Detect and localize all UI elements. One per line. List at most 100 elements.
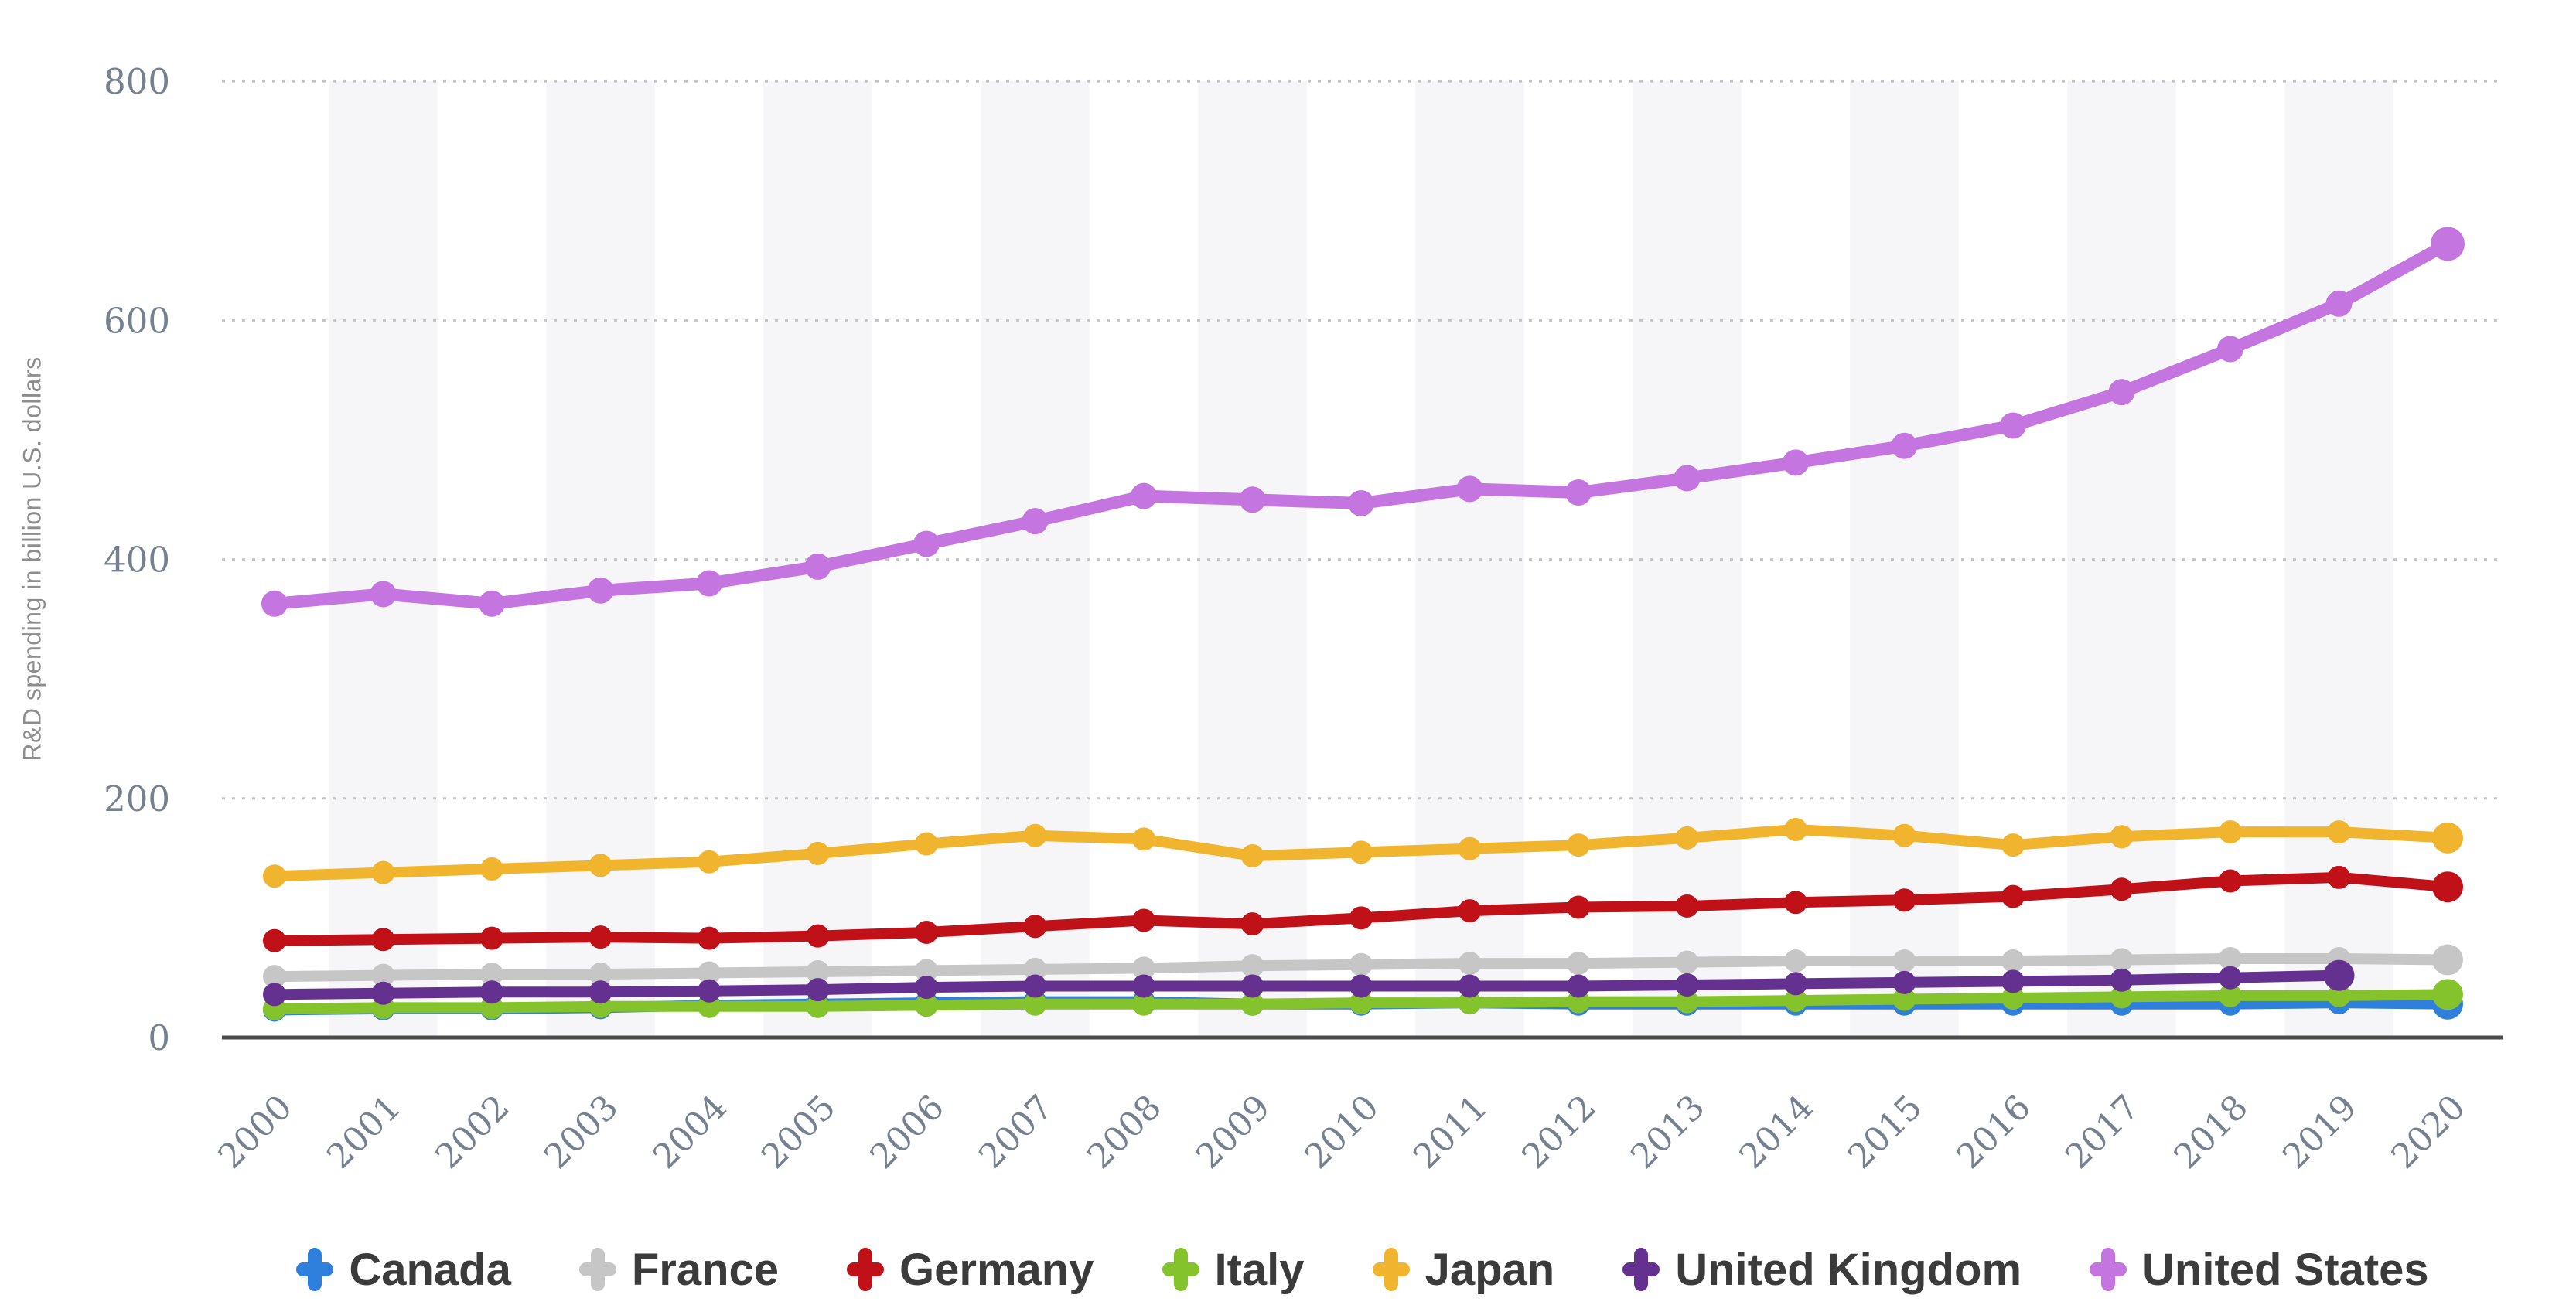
data-point[interactable] xyxy=(1349,991,1373,1015)
data-point[interactable] xyxy=(370,581,397,608)
data-point[interactable] xyxy=(263,965,286,989)
data-point[interactable] xyxy=(1240,844,1264,868)
data-point[interactable] xyxy=(1567,974,1590,998)
data-point[interactable] xyxy=(1240,912,1264,936)
data-point[interactable] xyxy=(806,978,830,1002)
data-point[interactable] xyxy=(589,854,612,877)
data-point[interactable] xyxy=(1023,823,1047,847)
data-point[interactable] xyxy=(2001,949,2025,973)
data-point[interactable] xyxy=(804,553,831,580)
data-point[interactable] xyxy=(2108,379,2135,406)
data-point[interactable] xyxy=(806,959,830,983)
data-point[interactable] xyxy=(915,832,938,856)
data-point[interactable] xyxy=(1349,952,1373,976)
data-point[interactable] xyxy=(806,841,830,865)
data-point[interactable] xyxy=(1783,449,1809,476)
data-point[interactable] xyxy=(587,577,614,604)
data-point[interactable] xyxy=(1132,992,1155,1016)
data-point[interactable] xyxy=(1132,908,1155,932)
data-point[interactable] xyxy=(913,530,940,557)
data-point[interactable] xyxy=(1349,974,1373,998)
data-point[interactable] xyxy=(1132,974,1155,998)
data-point[interactable] xyxy=(263,928,286,952)
data-point[interactable] xyxy=(2323,959,2355,991)
data-point[interactable] xyxy=(1565,479,1592,506)
data-point[interactable] xyxy=(2327,865,2351,889)
data-point[interactable] xyxy=(1348,489,1374,516)
data-point[interactable] xyxy=(2110,948,2134,972)
data-point[interactable] xyxy=(2432,944,2463,976)
legend-item-japan[interactable]: Japan xyxy=(1372,1244,1554,1296)
data-point[interactable] xyxy=(1674,465,1701,492)
data-point[interactable] xyxy=(1784,949,1807,973)
data-point[interactable] xyxy=(1892,888,1916,912)
data-point[interactable] xyxy=(2219,869,2242,893)
legend-item-united-kingdom[interactable]: United Kingdom xyxy=(1622,1244,2022,1296)
data-point[interactable] xyxy=(1349,840,1373,864)
data-point[interactable] xyxy=(371,928,395,952)
data-point[interactable] xyxy=(263,983,286,1007)
data-point[interactable] xyxy=(1567,895,1590,919)
data-point[interactable] xyxy=(2432,979,2463,1010)
data-point[interactable] xyxy=(480,857,503,881)
data-point[interactable] xyxy=(263,864,286,888)
legend-item-germany[interactable]: Germany xyxy=(847,1244,1094,1296)
data-point[interactable] xyxy=(1456,475,1483,503)
data-point[interactable] xyxy=(2327,820,2351,844)
data-point[interactable] xyxy=(1675,826,1699,850)
legend-item-france[interactable]: France xyxy=(578,1244,779,1296)
data-point[interactable] xyxy=(2431,227,2465,261)
legend-item-italy[interactable]: Italy xyxy=(1162,1244,1305,1296)
data-point[interactable] xyxy=(1458,991,1482,1015)
data-point[interactable] xyxy=(1240,954,1264,978)
data-point[interactable] xyxy=(1675,990,1699,1014)
data-point[interactable] xyxy=(480,963,503,986)
data-point[interactable] xyxy=(1892,987,1916,1011)
data-point[interactable] xyxy=(2110,985,2134,1009)
data-point[interactable] xyxy=(1131,482,1157,509)
data-point[interactable] xyxy=(479,590,505,617)
data-point[interactable] xyxy=(589,963,612,986)
data-point[interactable] xyxy=(1892,970,1916,994)
data-point[interactable] xyxy=(2219,820,2242,844)
data-point[interactable] xyxy=(589,980,612,1004)
data-point[interactable] xyxy=(2219,966,2242,990)
data-point[interactable] xyxy=(480,926,503,950)
data-point[interactable] xyxy=(1023,974,1047,998)
data-point[interactable] xyxy=(371,981,395,1005)
data-point[interactable] xyxy=(2327,983,2351,1007)
data-point[interactable] xyxy=(698,850,721,874)
data-point[interactable] xyxy=(1567,833,1590,857)
data-point[interactable] xyxy=(698,961,721,985)
data-point[interactable] xyxy=(1349,906,1373,930)
data-point[interactable] xyxy=(2325,290,2353,317)
data-point[interactable] xyxy=(1675,894,1699,918)
data-point[interactable] xyxy=(1784,891,1807,915)
data-point[interactable] xyxy=(2432,871,2463,903)
legend-item-canada[interactable]: Canada xyxy=(296,1244,511,1296)
data-point[interactable] xyxy=(1458,899,1482,923)
data-point[interactable] xyxy=(1892,949,1916,973)
data-point[interactable] xyxy=(1132,827,1155,851)
data-point[interactable] xyxy=(1892,823,1916,847)
data-point[interactable] xyxy=(1458,836,1482,860)
data-point[interactable] xyxy=(1675,973,1699,997)
data-point[interactable] xyxy=(1132,956,1155,980)
data-point[interactable] xyxy=(2110,877,2134,901)
data-point[interactable] xyxy=(1784,817,1807,841)
data-point[interactable] xyxy=(2217,336,2243,363)
data-point[interactable] xyxy=(1784,989,1807,1013)
data-point[interactable] xyxy=(1458,952,1482,976)
legend-item-united-states[interactable]: United States xyxy=(2090,1244,2429,1296)
data-point[interactable] xyxy=(915,976,938,1000)
data-point[interactable] xyxy=(371,963,395,987)
data-point[interactable] xyxy=(2110,968,2134,992)
data-point[interactable] xyxy=(480,980,503,1004)
data-point[interactable] xyxy=(698,979,721,1003)
data-point[interactable] xyxy=(2432,822,2463,854)
data-point[interactable] xyxy=(915,959,938,983)
data-point[interactable] xyxy=(2001,986,2025,1010)
data-point[interactable] xyxy=(2219,946,2242,970)
data-point[interactable] xyxy=(806,924,830,948)
data-point[interactable] xyxy=(2000,412,2026,439)
